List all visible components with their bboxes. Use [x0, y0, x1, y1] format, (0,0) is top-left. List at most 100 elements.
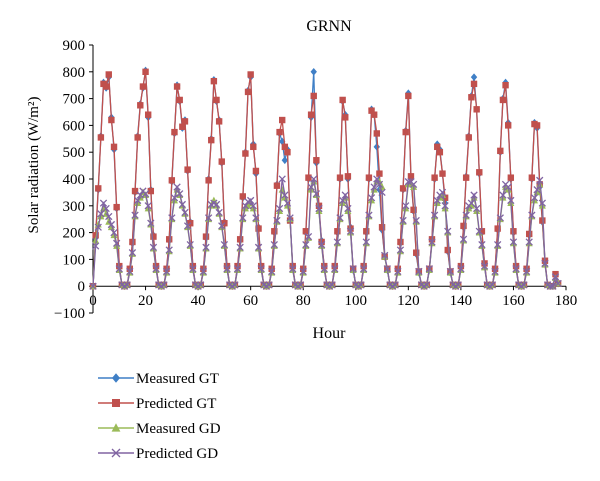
data-point-predicted-gd — [433, 196, 441, 205]
data-point-predicted-gd — [328, 281, 336, 289]
data-point-predicted-gt — [402, 128, 409, 136]
legend: Measured GT Predicted GT Measured GD Predic… — [98, 371, 221, 462]
data-point-predicted-gd — [533, 186, 541, 194]
data-point-predicted-gd — [360, 265, 368, 273]
data-point-predicted-gd — [128, 249, 137, 257]
data-point-predicted-gd — [265, 281, 273, 289]
data-point-predicted-gd — [289, 265, 297, 273]
data-point-predicted-gd — [178, 200, 187, 209]
y-tick-label: 900 — [63, 38, 86, 54]
data-point-predicted-gt — [108, 116, 115, 124]
y-tick-label: 700 — [63, 92, 86, 108]
data-point-predicted-gt — [373, 130, 380, 137]
y-axis-label: Solar radiation (W/m²) — [26, 97, 42, 234]
series-line-predicted-gd — [92, 177, 559, 287]
data-point-predicted-gt — [244, 88, 252, 96]
data-point-predicted-gd — [254, 243, 263, 251]
data-point-predicted-gd — [554, 279, 562, 288]
data-point-predicted-gt — [95, 185, 102, 192]
data-point-predicted-gd — [236, 243, 244, 251]
data-point-predicted-gd — [549, 282, 557, 290]
data-point-predicted-gt — [276, 128, 283, 136]
data-point-predicted-gt — [494, 225, 501, 232]
data-point-predicted-gd — [349, 265, 357, 273]
data-point-predicted-gd — [441, 202, 449, 210]
x-tick-label: 60 — [243, 293, 258, 309]
data-point-predicted-gt — [499, 96, 507, 104]
series-predicted-gd — [89, 175, 562, 290]
data-point-predicted-gt — [92, 232, 99, 239]
data-point-predicted-gd — [459, 235, 468, 243]
y-tick-label: 500 — [63, 145, 86, 161]
data-point-predicted-gd — [344, 204, 352, 213]
data-point-predicted-gd — [391, 281, 399, 289]
data-point-predicted-gd — [496, 214, 504, 222]
data-point-predicted-gd — [102, 204, 110, 213]
legend-marker — [111, 448, 121, 458]
data-point-predicted-gt — [533, 122, 541, 129]
data-point-predicted-gt — [410, 206, 417, 214]
data-point-predicted-gt — [179, 123, 186, 130]
data-point-measured-gt — [310, 67, 317, 76]
data-point-predicted-gd — [541, 259, 549, 268]
data-point-predicted-gd — [239, 214, 247, 222]
y-tick-label: 100 — [63, 252, 86, 268]
data-point-predicted-gt — [431, 174, 438, 181]
data-point-predicted-gt — [134, 134, 141, 141]
legend-item-predicted-gt: Predicted GT — [98, 396, 216, 412]
data-point-predicted-gd — [338, 196, 347, 205]
x-tick-label: 40 — [191, 293, 206, 309]
data-point-predicted-gt — [399, 185, 407, 192]
data-point-predicted-gd — [252, 214, 260, 222]
data-point-predicted-gt — [470, 80, 478, 88]
data-point-predicted-gt — [113, 203, 120, 211]
data-point-predicted-gd — [220, 241, 229, 249]
data-point-predicted-gd — [362, 238, 370, 246]
data-point-predicted-gt — [502, 82, 509, 89]
data-point-predicted-gt — [147, 187, 155, 195]
data-point-predicted-gd — [168, 214, 176, 222]
data-point-predicted-gd — [491, 267, 499, 276]
data-point-predicted-gt — [444, 246, 451, 254]
data-point-predicted-gd — [204, 214, 213, 222]
data-point-predicted-gd — [183, 222, 192, 230]
data-point-predicted-gd — [249, 202, 257, 210]
data-point-predicted-gd — [520, 281, 528, 289]
data-point-predicted-gd — [173, 183, 181, 191]
legend-label: Predicted GT — [136, 396, 216, 412]
series-predicted-gt — [89, 68, 562, 290]
data-point-predicted-gd — [494, 241, 502, 249]
data-point-predicted-gd — [89, 282, 97, 290]
data-point-predicted-gt — [413, 249, 420, 256]
series-measured-gt — [89, 66, 562, 291]
data-point-predicted-gt — [210, 77, 218, 85]
data-point-predicted-gt — [144, 111, 152, 118]
data-point-predicted-gd — [331, 265, 339, 273]
data-point-predicted-gd — [212, 200, 221, 209]
plot-series — [89, 66, 562, 291]
data-point-measured-gt — [470, 73, 478, 81]
data-point-predicted-gd — [312, 190, 321, 198]
x-tick-label: 140 — [450, 293, 473, 309]
y-tick-label: 300 — [63, 199, 86, 215]
data-point-predicted-gd — [218, 222, 226, 230]
data-point-predicted-gt — [105, 71, 112, 78]
data-point-predicted-gd — [202, 243, 210, 251]
legend-label: Predicted GD — [136, 446, 218, 462]
x-tick-label: 20 — [138, 293, 153, 309]
data-point-predicted-gd — [170, 194, 179, 202]
data-point-predicted-gd — [275, 204, 284, 213]
data-point-predicted-gt — [255, 225, 262, 232]
data-point-predicted-gd — [454, 281, 462, 289]
x-tick-label: 160 — [502, 293, 525, 309]
data-point-predicted-gt — [336, 174, 344, 181]
data-point-predicted-gd — [470, 191, 478, 199]
data-point-predicted-gt — [284, 149, 291, 156]
data-point-predicted-gt — [236, 236, 244, 243]
data-point-predicted-gd — [396, 246, 405, 254]
data-point-predicted-gd — [257, 265, 265, 273]
data-point-predicted-gd — [189, 265, 197, 273]
data-point-predicted-gd — [373, 175, 381, 183]
data-point-predicted-gd — [91, 242, 100, 250]
